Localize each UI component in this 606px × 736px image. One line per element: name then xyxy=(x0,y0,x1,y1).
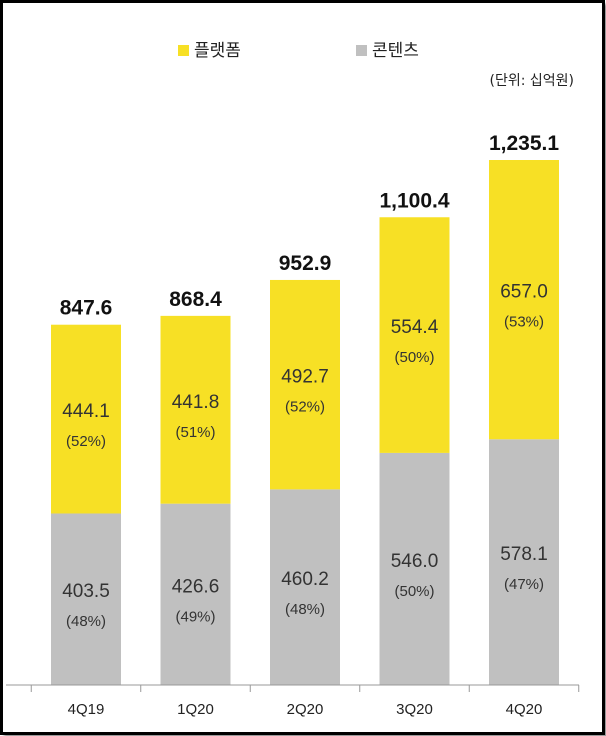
legend-label-platform: 플랫폼 xyxy=(194,41,241,61)
value-label-contents-1Q20: 426.6 xyxy=(172,576,220,597)
value-label-platform-4Q20: 657.0 xyxy=(500,282,548,303)
x-axis-ticks: 4Q19 1Q20 2Q20 3Q20 4Q20 xyxy=(30,685,580,718)
bar-contents-2Q20 xyxy=(270,489,340,685)
bar-platform-4Q19 xyxy=(51,324,121,514)
unit-note: (단위: 십억원) xyxy=(490,73,575,89)
value-label-contents-2Q20: 460.2 xyxy=(281,569,329,590)
total-label-1Q20: 868.4 xyxy=(169,288,222,311)
bar-contents-4Q20 xyxy=(489,439,559,685)
legend-swatch-platform xyxy=(178,45,189,56)
bar-contents-3Q20 xyxy=(379,452,450,685)
total-label-3Q20: 1,100.4 xyxy=(379,189,449,212)
share-label-platform-1Q20: (51%) xyxy=(175,424,215,441)
value-label-contents-4Q20: 578.1 xyxy=(500,544,548,565)
legend-swatch-contents xyxy=(356,45,367,56)
share-label-platform-4Q20: (53%) xyxy=(504,314,544,331)
bar-contents-1Q20 xyxy=(160,503,231,685)
value-label-platform-3Q20: 554.4 xyxy=(391,317,439,338)
share-label-platform-2Q20: (52%) xyxy=(285,399,325,416)
share-label-contents-4Q20: (47%) xyxy=(504,576,544,593)
value-label-contents-4Q19: 403.5 xyxy=(62,581,110,602)
legend-label-contents: 콘텐츠 xyxy=(372,41,419,61)
x-tick-label-4Q20: 4Q20 xyxy=(506,701,543,718)
value-label-platform-4Q19: 444.1 xyxy=(62,401,110,422)
total-label-2Q20: 952.9 xyxy=(279,252,332,275)
bars: 403.5 (48%) 444.1 (52%) 847.6 426.6 (49%) 441.8… xyxy=(51,132,559,685)
value-label-platform-1Q20: 441.8 xyxy=(172,392,220,413)
bar-platform-1Q20 xyxy=(160,315,231,504)
share-label-platform-4Q19: (52%) xyxy=(66,433,106,450)
legend: 플랫폼 콘텐츠 xyxy=(178,41,419,61)
total-label-4Q19: 847.6 xyxy=(60,297,113,320)
share-label-contents-2Q20: (48%) xyxy=(285,601,325,618)
x-tick-label-3Q20: 3Q20 xyxy=(396,701,433,718)
share-label-contents-4Q19: (48%) xyxy=(66,613,106,630)
share-label-platform-3Q20: (50%) xyxy=(394,349,434,366)
share-label-contents-3Q20: (50%) xyxy=(394,583,434,600)
share-label-contents-1Q20: (49%) xyxy=(175,608,215,625)
stacked-bar-chart: 플랫폼 콘텐츠 (단위: 십억원) 403.5 (48%) 444.1 (52%) 847… xyxy=(6,41,580,718)
bar-platform-2Q20 xyxy=(270,279,340,490)
x-tick-label-2Q20: 2Q20 xyxy=(287,701,324,718)
x-tick-label-1Q20: 1Q20 xyxy=(177,701,214,718)
value-label-platform-2Q20: 492.7 xyxy=(281,367,329,388)
value-label-contents-3Q20: 546.0 xyxy=(391,551,439,572)
bar-platform-3Q20 xyxy=(379,217,450,453)
bar-platform-4Q20 xyxy=(489,160,559,440)
total-label-4Q20: 1,235.1 xyxy=(489,132,559,155)
bar-contents-4Q19 xyxy=(51,513,121,685)
x-tick-label-4Q19: 4Q19 xyxy=(68,701,105,718)
